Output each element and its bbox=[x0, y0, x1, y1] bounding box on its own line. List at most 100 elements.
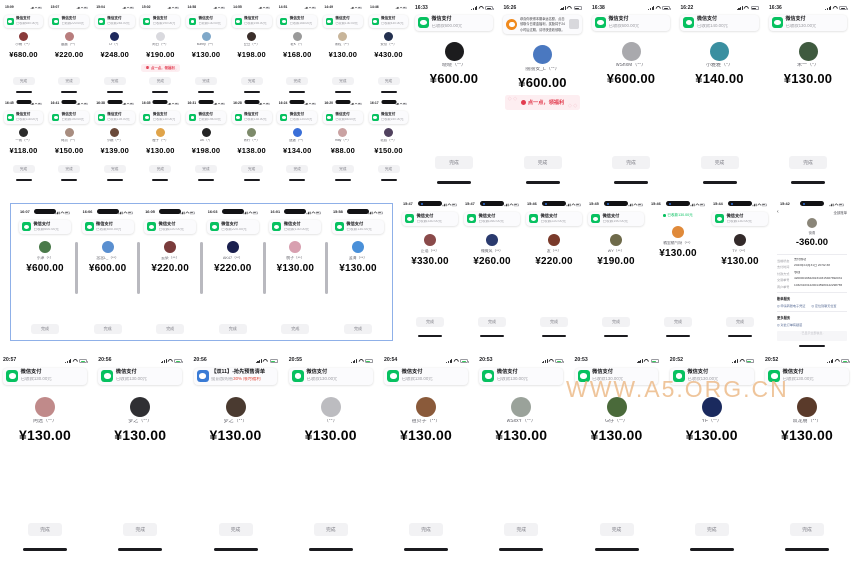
done-button[interactable]: 完成 bbox=[700, 156, 739, 169]
home-indicator[interactable] bbox=[243, 179, 260, 181]
home-indicator[interactable] bbox=[334, 91, 351, 93]
notification-banner[interactable]: 微信支付 已收款600.00元 bbox=[18, 219, 72, 235]
done-button[interactable]: 完成 bbox=[195, 77, 217, 85]
home-indicator[interactable] bbox=[542, 334, 566, 337]
done-button[interactable]: 完成 bbox=[240, 165, 263, 173]
notification-banner[interactable]: 微信支付 已收款168.00元 bbox=[277, 14, 318, 28]
home-indicator[interactable] bbox=[791, 181, 825, 184]
home-indicator[interactable] bbox=[243, 91, 260, 93]
done-button[interactable]: 完成 bbox=[789, 156, 827, 169]
notification-banner[interactable]: 微信支付 已收款130.00元 bbox=[186, 14, 226, 28]
home-indicator[interactable] bbox=[118, 548, 163, 551]
notification-banner[interactable]: 微信支付 已收款600.00元 bbox=[591, 14, 671, 31]
done-button[interactable]: 完成 bbox=[726, 316, 754, 327]
notification-banner[interactable]: 微信支付 已收款130.00元 bbox=[768, 14, 848, 31]
done-button[interactable]: 完成 bbox=[313, 523, 348, 536]
home-indicator[interactable] bbox=[525, 181, 560, 184]
service-link[interactable]: ◎ 定位到聊天位置 bbox=[811, 303, 837, 308]
notification-banner[interactable]: 微信支付 已收款130.00元 bbox=[140, 110, 181, 124]
back-icon[interactable]: ‹ bbox=[777, 209, 779, 215]
home-indicator[interactable] bbox=[15, 91, 32, 93]
notification-banner[interactable]: 微信支付 已收款118.00元 bbox=[3, 110, 44, 124]
notification-banner[interactable]: 微信支付 已收款198.00元 bbox=[186, 110, 226, 124]
home-indicator[interactable] bbox=[152, 179, 169, 181]
home-indicator[interactable] bbox=[689, 548, 734, 551]
home-indicator[interactable] bbox=[289, 91, 306, 93]
done-button[interactable]: 完成 bbox=[195, 165, 217, 173]
done-button[interactable]: 完成 bbox=[12, 165, 35, 173]
scrollbar[interactable] bbox=[325, 242, 329, 294]
notification-banner[interactable]: 微信支付 已收款130.00元 bbox=[322, 14, 363, 28]
done-button[interactable]: 完成 bbox=[331, 77, 354, 85]
home-indicator[interactable] bbox=[289, 179, 306, 181]
done-button[interactable]: 完成 bbox=[694, 523, 729, 536]
notification-banner[interactable]: 微信支付 已收款330.00元 bbox=[402, 211, 458, 227]
all-bills-link[interactable]: 全部账单 bbox=[833, 211, 847, 215]
notification-banner[interactable]: 微信支付 已收款680.00元 bbox=[3, 14, 44, 28]
done-button[interactable]: 完成 bbox=[612, 156, 650, 169]
notification-banner[interactable]: 微信支付 已收款600.00元 bbox=[81, 219, 134, 235]
done-button[interactable]: 完成 bbox=[664, 316, 692, 327]
notification-banner[interactable]: 微信支付 已收款138.00元 bbox=[231, 110, 272, 124]
notification-banner[interactable]: 微信支付 已收款220.00元 bbox=[49, 14, 90, 28]
done-button[interactable]: 完成 bbox=[331, 165, 354, 173]
notification-banner[interactable]: 微信支付 已收款248.00元 bbox=[94, 14, 135, 28]
home-indicator[interactable] bbox=[61, 91, 78, 93]
home-indicator[interactable] bbox=[23, 548, 67, 551]
done-button[interactable]: 完成 bbox=[504, 523, 539, 536]
done-button[interactable]: 完成 bbox=[377, 165, 400, 173]
done-button[interactable]: 完成 bbox=[218, 324, 247, 334]
notification-banner[interactable]: 微信支付 已收款150.00元 bbox=[368, 110, 409, 124]
scrollbar[interactable] bbox=[199, 242, 203, 294]
done-button[interactable]: 完成 bbox=[540, 316, 568, 327]
home-indicator[interactable] bbox=[198, 91, 214, 93]
home-indicator[interactable] bbox=[666, 334, 690, 337]
notification-banner[interactable]: 微信支付 已收款88.00元 bbox=[322, 110, 363, 124]
notification-banner[interactable]: 微信支付 已收款130.00元 bbox=[384, 367, 468, 385]
home-indicator[interactable] bbox=[380, 179, 397, 181]
done-button[interactable]: 完成 bbox=[478, 316, 506, 327]
home-indicator[interactable] bbox=[106, 91, 123, 93]
notification-banner[interactable]: 微信支付 已收款220.00元 bbox=[206, 219, 259, 235]
home-indicator[interactable] bbox=[213, 548, 258, 551]
notification-banner[interactable]: 微信支付 已收款130.00元 bbox=[331, 219, 384, 235]
done-button[interactable]: 完成 bbox=[103, 77, 126, 85]
notification-banner[interactable]: 微信支付 已收款130.00元 bbox=[269, 219, 322, 235]
notification-banner[interactable]: 微信支付 已收款130.00元 bbox=[765, 367, 849, 385]
home-indicator[interactable] bbox=[594, 548, 639, 551]
notification-banner[interactable]: 恭喜你获得本期幸运名额，点击 领取今日现金福利，奖励将于24 小时后过期，请尽快查收… bbox=[503, 14, 582, 35]
notification-banner[interactable]: 微信支付 已收款190.00元 bbox=[588, 211, 644, 227]
service-link[interactable]: ◎ 申请转账电子凭证 bbox=[777, 303, 806, 308]
home-indicator[interactable] bbox=[604, 334, 628, 337]
done-button[interactable]: 完成 bbox=[286, 77, 309, 85]
promo-strip[interactable]: 点一点，领福利 bbox=[141, 63, 180, 72]
notification-banner[interactable]: 微信支付 已收款430.00元 bbox=[368, 14, 409, 28]
notification-banner[interactable]: 微信支付 已收款130.00元 bbox=[3, 367, 87, 385]
done-button[interactable]: 完成 bbox=[218, 523, 253, 536]
home-indicator[interactable] bbox=[308, 548, 353, 551]
done-button[interactable]: 完成 bbox=[28, 523, 62, 536]
notification-banner[interactable]: 微信支付 已收款600.00元 bbox=[414, 14, 494, 31]
home-indicator[interactable] bbox=[418, 334, 442, 337]
home-indicator[interactable] bbox=[380, 91, 397, 93]
promo-strip[interactable]: 点一点，领福利 bbox=[504, 95, 581, 111]
home-indicator[interactable] bbox=[15, 179, 32, 181]
done-button[interactable]: 完成 bbox=[58, 77, 81, 85]
done-button[interactable]: 完成 bbox=[435, 156, 473, 169]
service-link[interactable]: ◎ 对此订单有疑惑 bbox=[777, 322, 803, 327]
notification-banner[interactable]: 微信支付 已收款130.00元 bbox=[669, 367, 754, 385]
notification-banner[interactable]: 微信支付 已收款130.00元 bbox=[98, 367, 183, 385]
scrollbar[interactable] bbox=[74, 242, 78, 294]
notification-banner[interactable]: 微信支付 已收款130.00元 bbox=[479, 367, 564, 385]
notification-banner[interactable]: 微信支付 已收款220.00元 bbox=[526, 211, 582, 227]
notification-banner[interactable]: 微信支付 已收款130.00元 bbox=[712, 211, 768, 227]
home-indicator[interactable] bbox=[198, 179, 214, 181]
notification-banner[interactable]: 微信支付 已收款134.00元 bbox=[277, 110, 318, 124]
done-button[interactable]: 完成 bbox=[240, 77, 263, 85]
home-indicator[interactable] bbox=[702, 181, 737, 184]
home-indicator[interactable] bbox=[404, 548, 448, 551]
home-indicator[interactable] bbox=[799, 344, 825, 348]
done-button[interactable]: 完成 bbox=[790, 523, 824, 536]
done-button[interactable]: 完成 bbox=[602, 316, 630, 327]
done-button[interactable]: 完成 bbox=[156, 324, 185, 334]
